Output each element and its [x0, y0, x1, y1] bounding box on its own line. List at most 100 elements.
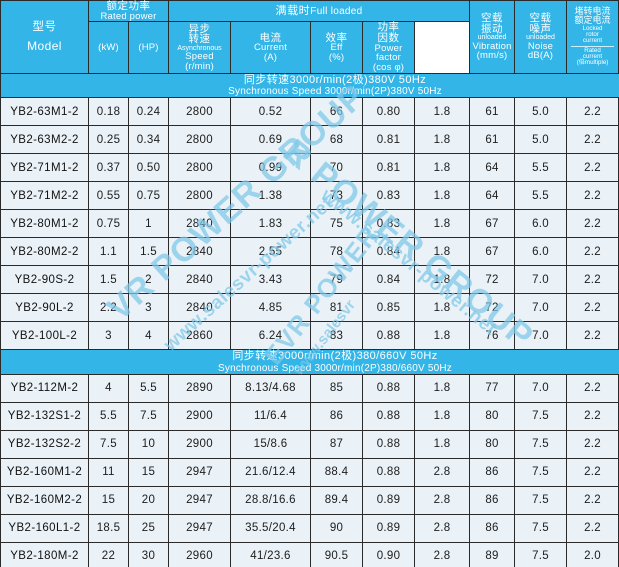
cell-hp: 1.5 [127, 237, 170, 267]
cell-noise: 86 [469, 513, 516, 543]
cell-cos: 0.81 [362, 153, 416, 183]
cell-locked-current: 5.0 [514, 125, 568, 155]
cell-current: 6.24 [230, 321, 312, 351]
cell-vibration: 1.8 [414, 97, 471, 127]
cell-model: YB2-100L-2 [0, 321, 89, 351]
cell-cos: 0.88 [362, 401, 416, 431]
cell-locked-current: 7.5 [514, 457, 568, 487]
header-pf-en1: Power [374, 42, 403, 54]
header-pf-unit: (cos φ) [372, 62, 405, 74]
cell-hp: 20 [127, 485, 170, 515]
cell-model: YB2-90S-2 [0, 265, 89, 295]
table-row: YB2-63M2-2 0.25 0.34 2800 0.69 68 0.81 1.8 61 5.0… [0, 125, 619, 155]
cell-model: YB2-71M2-2 [0, 181, 89, 211]
header-speed-asynchronous: Asynchronous [177, 45, 222, 53]
table-row: YB2-160M1-2 11 15 2947 21.6/12.4 88.4 0.88 2.8 8… [0, 457, 619, 487]
cell-hp: 25 [127, 513, 170, 543]
cell-current: 0.52 [230, 97, 312, 127]
header-rated-power-en: Rated power [100, 10, 157, 22]
cell-model: YB2-132S1-2 [0, 401, 89, 431]
header-locked-current-en1: Locked [582, 24, 603, 32]
header-current-en: Current [253, 42, 288, 54]
cell-kw: 4 [88, 373, 129, 403]
cell-speed: 2800 [168, 125, 232, 155]
cell-noise: 72 [469, 265, 516, 295]
cell-cos: 0.84 [362, 265, 416, 295]
cell-locked-current: 7.0 [514, 293, 568, 323]
cell-vibration: 1.8 [414, 373, 471, 403]
table-row: YB2-90L-22.2328404.85810.851.8727.02.22.… [0, 293, 619, 323]
cell-cos: 0.90 [362, 541, 416, 567]
section-divider: 同步转速3000r/min(2极)380V 50Hz Synchronous Sp… [0, 72, 619, 99]
section-divider-row: 同步转速3000r/min(2极)380/660V 50Hz Synchronou… [0, 349, 619, 375]
cell-noise: 77 [469, 373, 516, 403]
cell-current: 1.83 [230, 209, 312, 239]
cell-model: YB2-160L1-2 [0, 513, 89, 543]
header-row-sub: (kW) (HP) 异步 转速 Asynchronous Speed (r/mi… [1, 21, 619, 74]
cell-eff: 78 [310, 237, 364, 267]
cell-eff: 70 [310, 153, 364, 183]
cell-current: 28.8/16.6 [230, 485, 312, 515]
header-vibration: 空载 振动 unloaded Vibration (mm/s) [469, 0, 516, 74]
cell-hp: 0.50 [127, 153, 170, 183]
header-model: 型号 Model [0, 0, 89, 74]
table-row: YB2-80M2-2 1.1 1.5 2840 2.55 78 0.84 1.8 67 6.0 2.… [0, 237, 619, 267]
cell-noise: 80 [469, 401, 516, 431]
cell-hp: 10 [127, 429, 170, 459]
cell-kw: 3 [88, 321, 129, 351]
cell-speed: 2800 [168, 97, 232, 127]
header-current-cn: 电流 [259, 31, 282, 44]
cell-locked-current: 7.5 [514, 541, 568, 567]
header-full-loaded-en: Full loaded [310, 5, 363, 17]
cell-model: YB2-63M1-2 [0, 97, 89, 127]
cell-vibration: 2.8 [414, 485, 471, 515]
cell-hp: 5.5 [127, 373, 170, 403]
header-noise-cn2: 噪声 [529, 22, 552, 35]
cell-eff: 79 [310, 265, 364, 295]
table-row: YB2-132S2-2 7.5 10 2900 15/8.6 87 0.88 1.8 80 7.5… [0, 429, 619, 459]
table-row: YB2-160L1-2 18.5 25 2947 35.5/20.4 90 0.89 2.8 8… [0, 513, 619, 543]
cell-eff: 81 [310, 293, 364, 323]
cell-current: 41/23.6 [230, 541, 312, 567]
cell-cos: 0.80 [362, 97, 416, 127]
cell-cos: 0.89 [362, 485, 416, 515]
cell-locked-torque: 2.2 [566, 209, 619, 239]
cell-locked-torque: 2.2 [566, 457, 619, 487]
header-locked-current-en3: current [582, 37, 603, 45]
cell-eff: 75 [310, 209, 364, 239]
cell-hp: 4 [127, 321, 170, 351]
cell-noise: 61 [469, 97, 516, 127]
cell-speed: 2840 [168, 237, 232, 267]
cell-vibration: 1.8 [414, 401, 471, 431]
section-divider-en: Synchronous Speed 3000r/min(2P)380/660V … [218, 362, 452, 374]
cell-locked-torque: 2.2 [566, 485, 619, 515]
table-row: YB2-90S-21.5228403.43790.841.8727.02.22.… [0, 265, 619, 295]
cell-locked-torque: 2.2 [566, 237, 619, 267]
cell-hp: 0.34 [127, 125, 170, 155]
cell-cos: 0.88 [362, 429, 416, 459]
cell-eff: 89.4 [310, 485, 364, 515]
cell-cos: 0.83 [362, 181, 416, 211]
cell-locked-torque: 2.2 [566, 321, 619, 351]
cell-locked-torque: 2.2 [566, 373, 619, 403]
cell-model: YB2-80M1-2 [0, 209, 89, 239]
cell-noise: 89 [469, 541, 516, 567]
cell-kw: 7.5 [88, 429, 129, 459]
cell-eff: 86 [310, 401, 364, 431]
cell-kw: 0.37 [88, 153, 129, 183]
cell-vibration: 2.8 [414, 541, 471, 567]
cell-kw: 5.5 [88, 401, 129, 431]
table-row: YB2-112M-2 4 5.5 2890 8.13/4.68 85 0.88 1.8 77 7.… [0, 373, 619, 403]
header-locked-current-en5: current [582, 52, 603, 60]
cell-current: 11/6.4 [230, 401, 312, 431]
cell-speed: 2840 [168, 293, 232, 323]
cell-speed: 2840 [168, 209, 232, 239]
cell-locked-current: 6.0 [514, 237, 568, 267]
cell-current: 21.6/12.4 [230, 457, 312, 487]
cell-cos: 0.88 [362, 457, 416, 487]
header-locked-rotor-current: 堵转电流 额定电流 Locked rotor current Rated cur… [566, 0, 619, 74]
cell-kw: 0.55 [88, 181, 129, 211]
header-eff-unit: (%) [328, 51, 345, 63]
cell-hp: 0.24 [127, 97, 170, 127]
